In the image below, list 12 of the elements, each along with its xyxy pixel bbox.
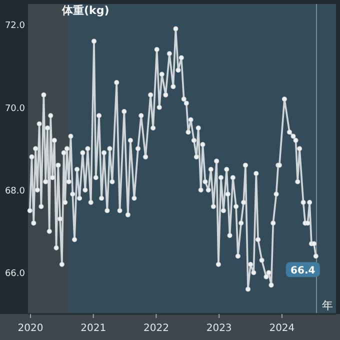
x-tick-label: 2022 bbox=[144, 323, 169, 334]
x-tick-label: 2021 bbox=[80, 323, 106, 334]
x-tick-label: 2024 bbox=[269, 323, 295, 334]
y-tick-label: 72.0 bbox=[4, 21, 26, 32]
x-tick-label: 2020 bbox=[18, 323, 44, 334]
x-tick-label: 2023 bbox=[206, 323, 232, 334]
annotation: 66.4 bbox=[290, 266, 316, 277]
y-axis-title: 体重(kg) bbox=[61, 4, 110, 17]
y-tick-label: 70.0 bbox=[4, 104, 26, 114]
y-tick-label: 66.0 bbox=[4, 269, 26, 280]
y-tick-label: 68.0 bbox=[4, 186, 26, 196]
x-axis-title: 年 bbox=[322, 299, 333, 312]
